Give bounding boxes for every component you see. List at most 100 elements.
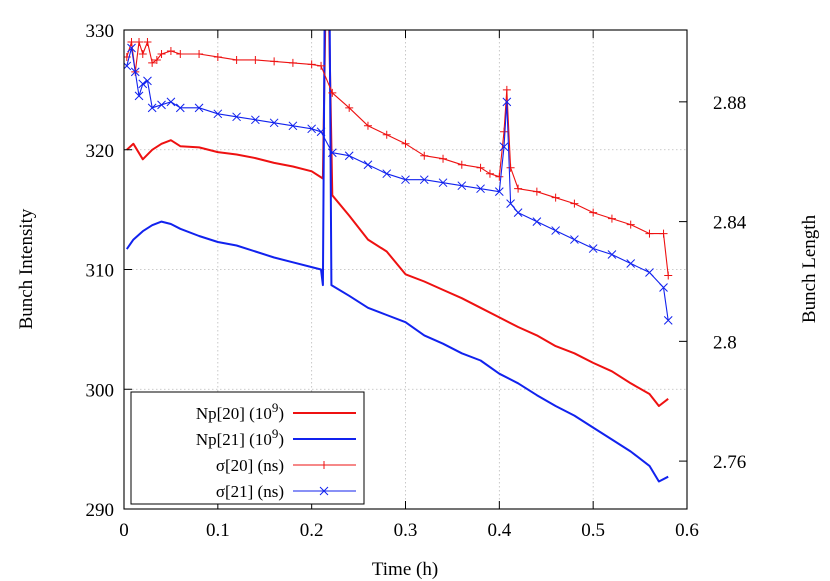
series-4-marker <box>438 178 448 188</box>
y-tick-label: 300 <box>86 380 115 401</box>
series-3-marker <box>138 49 147 58</box>
series-3-marker <box>664 271 673 280</box>
y-axis-title: Bunch Intensity <box>16 208 37 329</box>
series-4-marker <box>307 124 317 134</box>
legend-marker-3 <box>320 461 328 469</box>
series-4-marker <box>401 175 410 185</box>
series-4-marker <box>476 184 485 194</box>
series-4-marker <box>138 79 148 89</box>
legend-label-2: Np[21] (109) <box>196 426 284 449</box>
series-4-marker <box>327 148 337 158</box>
series-4-marker <box>213 109 223 119</box>
series-3-marker <box>317 61 326 70</box>
series-3-marker <box>270 57 279 66</box>
series-4-marker <box>316 127 326 137</box>
series-2-line <box>125 30 669 483</box>
series-3-marker <box>148 58 157 67</box>
series-1-line <box>126 30 669 407</box>
series-4-marker <box>134 91 144 101</box>
series-3-marker <box>589 208 598 217</box>
series-3-marker <box>401 139 410 148</box>
series-3-marker <box>288 58 297 67</box>
series-4-marker <box>288 121 298 131</box>
y-tick-label: 320 <box>86 141 115 162</box>
legend-label-1: Np[20] (109) <box>196 400 284 423</box>
y2-tick-label: 2.88 <box>713 93 746 114</box>
series-4-marker <box>570 235 579 244</box>
series-1 <box>126 30 669 407</box>
series-3-marker <box>626 220 635 229</box>
series-3-marker <box>500 127 509 136</box>
series-3-marker <box>328 88 337 97</box>
series-3-marker <box>135 37 144 46</box>
x-tick-label: 0.1 <box>206 520 230 541</box>
series-4-marker <box>130 67 140 77</box>
series-4-marker <box>659 283 668 292</box>
series-3-line <box>126 41 669 276</box>
series-4-marker <box>127 43 136 53</box>
series-3-marker <box>213 52 222 61</box>
series-4-marker <box>502 97 512 107</box>
series-3-marker <box>439 154 448 163</box>
series-3-marker <box>607 214 616 223</box>
series-3-marker <box>195 49 204 58</box>
y2-tick-label: 2.76 <box>713 452 746 473</box>
series-3-marker <box>495 172 504 181</box>
x-tick-label: 0 <box>119 520 129 541</box>
grid <box>124 30 687 509</box>
series-3-marker <box>363 121 372 130</box>
series-4-marker <box>663 316 673 325</box>
series-3-marker <box>176 49 185 58</box>
series-4-marker <box>232 112 241 122</box>
x-tick-label: 0.2 <box>300 520 324 541</box>
series-4-marker <box>499 142 509 152</box>
series-3-marker <box>382 130 391 139</box>
x-tick-label: 0.3 <box>394 520 418 541</box>
series-3-marker <box>570 199 579 208</box>
series-3-marker <box>166 46 175 55</box>
series-4-marker <box>457 181 467 191</box>
y2-axis-title: Bunch Length <box>799 214 820 323</box>
series-3-marker <box>143 37 152 46</box>
series-4-marker <box>251 115 260 125</box>
series-3-marker <box>127 37 136 46</box>
legend-marker-4 <box>319 486 329 496</box>
series-4-marker <box>513 208 523 217</box>
x-axis-title: Time (h) <box>372 559 438 580</box>
series-4-marker <box>157 100 166 110</box>
series-3-marker <box>532 187 541 196</box>
series-4-marker <box>645 268 654 277</box>
y2-tick-label: 2.8 <box>713 332 737 353</box>
series-4-marker <box>551 226 560 235</box>
series-4 <box>124 43 673 325</box>
series-3 <box>124 37 673 280</box>
series-3-marker <box>232 55 241 64</box>
legend: Np[20] (109) Np[21] (109) σ[20] (ns) σ[21] … <box>130 391 365 505</box>
series-3-marker <box>502 85 511 94</box>
series-3-marker <box>251 55 260 64</box>
x-tick-label: 0.6 <box>675 520 699 541</box>
series-3-marker <box>457 160 466 169</box>
series-3-marker <box>645 229 654 238</box>
legend-label-3: σ[20] (ns) <box>216 456 284 475</box>
ticks <box>123 29 688 510</box>
series-4-marker <box>143 76 152 86</box>
series-3-marker <box>307 60 316 69</box>
series-4-line <box>126 47 669 321</box>
series-4-marker <box>166 97 176 107</box>
series-3-marker <box>551 193 560 202</box>
series-3-marker <box>345 103 354 112</box>
series-3-marker <box>157 49 166 58</box>
series-3-marker <box>514 184 523 193</box>
x-tick-label: 0.4 <box>487 520 511 541</box>
series-4-marker <box>419 175 429 185</box>
legend-label-4: σ[21] (ns) <box>216 482 284 501</box>
series-4-marker <box>269 118 279 128</box>
series-3-marker <box>506 163 515 172</box>
y-tick-label: 290 <box>86 500 115 521</box>
series-3-marker <box>476 163 485 172</box>
series-3-marker <box>485 169 494 178</box>
y-tick-label: 310 <box>86 261 115 282</box>
series-4-marker <box>363 160 373 170</box>
